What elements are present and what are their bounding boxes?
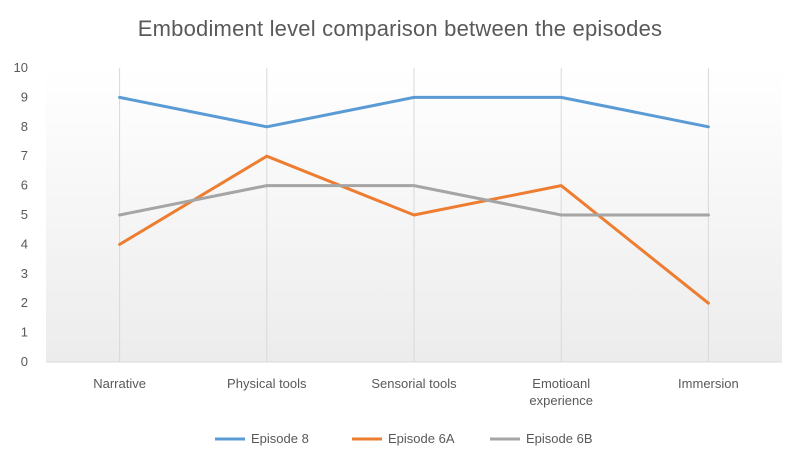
x-tick-label: Narrative bbox=[93, 376, 146, 391]
x-tick-label: Emotioanl experience bbox=[529, 376, 593, 408]
y-tick-label: 7 bbox=[21, 148, 28, 163]
y-tick-label: 5 bbox=[21, 207, 28, 222]
y-tick-label: 1 bbox=[21, 325, 28, 340]
y-tick-label: 6 bbox=[21, 178, 28, 193]
series-line-episode-6a bbox=[118, 154, 710, 305]
x-tick-label: Immersion bbox=[678, 376, 739, 391]
legend-label: Episode 8 bbox=[251, 431, 309, 446]
y-tick-label: 10 bbox=[14, 60, 28, 75]
y-tick-label: 8 bbox=[21, 119, 28, 134]
series-line-episode-8 bbox=[118, 95, 710, 129]
x-tick-label: Sensorial tools bbox=[371, 376, 457, 391]
legend-label: Episode 6A bbox=[388, 431, 455, 446]
series-line-episode-6b bbox=[118, 184, 710, 217]
y-tick-label: 9 bbox=[21, 89, 28, 104]
x-tick-label: Physical tools bbox=[227, 376, 307, 391]
y-tick-label: 4 bbox=[21, 236, 28, 251]
y-tick-label: 0 bbox=[21, 354, 28, 369]
legend-label: Episode 6B bbox=[526, 431, 593, 446]
chart-title: Embodiment level comparison between the … bbox=[137, 16, 663, 41]
y-tick-label: 2 bbox=[21, 295, 28, 310]
y-tick-label: 3 bbox=[21, 266, 28, 281]
